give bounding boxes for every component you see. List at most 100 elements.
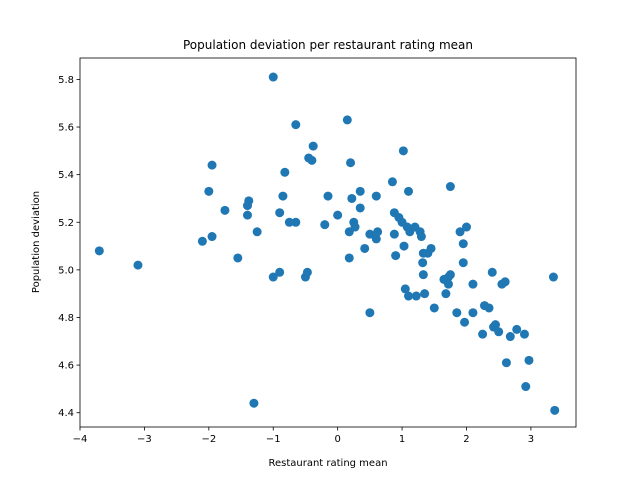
- data-point: [360, 243, 370, 253]
- data-point: [404, 186, 414, 196]
- data-point: [355, 203, 365, 213]
- data-point: [387, 177, 397, 187]
- x-tick-label: 1: [399, 434, 405, 445]
- data-point: [519, 329, 529, 339]
- data-point: [347, 193, 357, 203]
- data-point: [500, 277, 510, 287]
- data-point: [333, 210, 343, 220]
- data-point: [365, 308, 375, 318]
- data-point: [468, 308, 478, 318]
- data-point: [249, 398, 259, 408]
- y-tick-label: 5.4: [58, 170, 74, 181]
- data-point: [204, 186, 214, 196]
- data-point: [207, 160, 217, 170]
- data-point: [302, 267, 312, 277]
- data-point: [416, 232, 426, 242]
- data-point: [207, 232, 217, 242]
- x-tick-label: 3: [528, 434, 534, 445]
- data-point: [411, 291, 421, 301]
- x-tick-label: 2: [463, 434, 469, 445]
- data-point: [389, 229, 399, 239]
- y-tick-label: 5.2: [58, 218, 74, 229]
- data-point: [291, 217, 301, 227]
- data-point: [441, 289, 451, 299]
- y-tick-label: 4.8: [58, 313, 74, 324]
- data-point: [550, 405, 560, 415]
- data-point: [429, 303, 439, 313]
- data-point: [426, 243, 436, 253]
- data-point: [490, 320, 500, 330]
- data-point: [478, 329, 488, 339]
- data-point: [307, 155, 317, 165]
- data-point: [275, 208, 285, 218]
- data-point: [275, 267, 285, 277]
- data-point: [355, 186, 365, 196]
- data-point: [418, 270, 428, 280]
- data-point: [461, 222, 471, 232]
- data-point: [468, 279, 478, 289]
- data-point: [320, 220, 330, 230]
- data-point: [460, 317, 470, 327]
- data-point: [445, 182, 455, 192]
- data-point: [443, 279, 453, 289]
- data-point: [233, 253, 243, 263]
- data-point: [291, 120, 301, 130]
- data-point: [280, 167, 290, 177]
- data-point: [399, 241, 409, 251]
- x-axis-label: Restaurant rating mean: [268, 458, 387, 469]
- y-tick-label: 4.6: [58, 361, 74, 372]
- y-tick-label: 5.0: [58, 265, 74, 276]
- x-tick-label: −1: [266, 434, 281, 445]
- data-point: [220, 205, 230, 215]
- data-point: [323, 191, 333, 201]
- data-point: [346, 158, 356, 168]
- data-point: [268, 272, 278, 282]
- data-point: [505, 332, 515, 342]
- data-point: [458, 239, 468, 249]
- data-point: [308, 141, 318, 151]
- data-point: [373, 227, 383, 237]
- data-point: [404, 291, 414, 301]
- data-point: [418, 258, 428, 268]
- chart-title: Population deviation per restaurant rati…: [183, 38, 473, 52]
- data-point: [445, 270, 455, 280]
- x-tick-label: 0: [334, 434, 340, 445]
- data-point: [344, 253, 354, 263]
- x-tick-label: −3: [137, 434, 152, 445]
- data-point: [524, 355, 534, 365]
- plot-frame: [79, 57, 577, 428]
- data-point: [278, 191, 288, 201]
- data-point: [342, 115, 352, 125]
- data-point: [350, 222, 360, 232]
- data-point: [494, 327, 504, 337]
- data-point: [371, 234, 381, 244]
- data-point: [487, 267, 497, 277]
- data-point: [391, 251, 401, 261]
- data-point: [420, 289, 430, 299]
- data-point: [268, 72, 278, 82]
- x-tick-label: −4: [73, 434, 88, 445]
- data-point: [458, 258, 468, 268]
- plot-area: −4 −3 −2 −1 0 1 2 3 4.4 4.6 4.8 5.0 5.2 5.4 5.6 5.8: [58, 57, 577, 445]
- y-tick-label: 5.6: [58, 123, 74, 134]
- data-point: [548, 272, 558, 282]
- data-point: [400, 284, 410, 294]
- data-point: [252, 227, 262, 237]
- data-point: [197, 236, 207, 246]
- data-point: [371, 191, 381, 201]
- data-point: [484, 303, 494, 313]
- y-tick-label: 4.4: [58, 408, 74, 419]
- y-axis-label: Population deviation: [31, 191, 42, 293]
- data-point: [133, 260, 143, 270]
- data-point: [365, 229, 375, 239]
- data-point: [94, 246, 104, 256]
- data-point: [242, 210, 252, 220]
- data-point: [501, 358, 511, 368]
- data-point: [244, 196, 254, 206]
- data-point: [452, 308, 462, 318]
- x-tick-label: −2: [201, 434, 216, 445]
- data-point: [284, 217, 294, 227]
